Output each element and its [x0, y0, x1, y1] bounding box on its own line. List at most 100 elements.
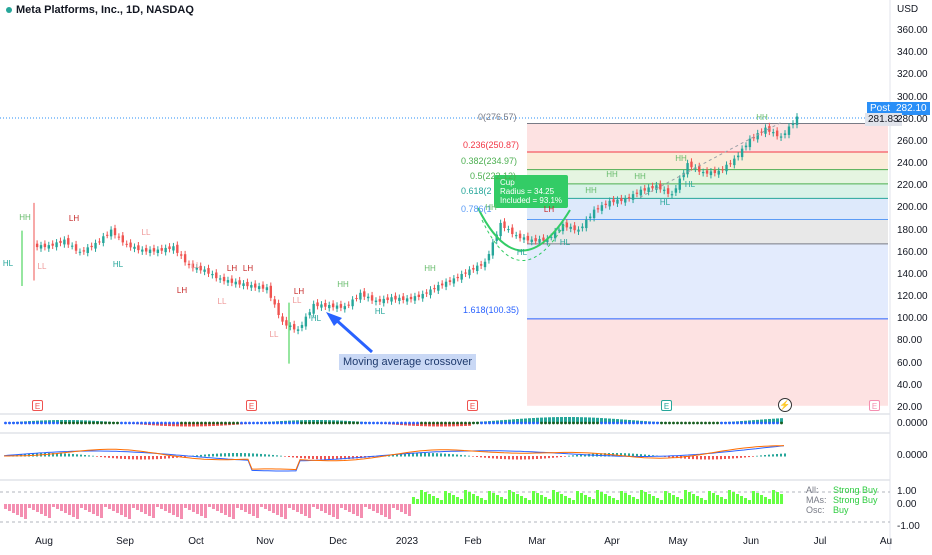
macd-dot	[236, 421, 239, 425]
macd-bar	[168, 423, 171, 427]
macd-dot	[408, 421, 411, 425]
macd-dot	[728, 421, 731, 425]
annotation-label[interactable]: Moving average crossover	[339, 354, 477, 370]
macd-dot	[676, 421, 679, 425]
time-axis-label: Feb	[464, 536, 482, 547]
macd-bar	[624, 419, 627, 424]
rating-bar	[280, 504, 283, 517]
candle-body	[729, 163, 732, 165]
macd-bar	[432, 423, 435, 427]
rating-bar	[712, 493, 715, 504]
rating-bar	[704, 500, 707, 504]
ma-hist-bar	[172, 456, 174, 459]
rating-bar	[28, 504, 31, 508]
macd-bar	[208, 423, 211, 427]
cup-pattern-box[interactable]: Cup Radius = 34.25 Included = 93.1%	[494, 175, 569, 208]
ma-hist-bar	[476, 456, 478, 457]
earnings-marker[interactable]: E	[661, 400, 672, 411]
rating-bar	[88, 504, 91, 512]
macd-bar	[620, 419, 623, 424]
trend-line	[639, 121, 783, 198]
candle-body	[721, 169, 724, 171]
ma-hist-bar	[564, 456, 566, 457]
ma-hist-bar	[160, 456, 162, 459]
rating-bar	[368, 504, 371, 509]
lightning-icon[interactable]: ⚡	[778, 398, 792, 412]
macd-dot	[340, 421, 343, 425]
earnings-marker[interactable]: E	[32, 400, 43, 411]
rating-bar	[140, 504, 143, 512]
rating-bar	[724, 499, 727, 504]
earnings-marker[interactable]: E	[869, 400, 880, 411]
rating-bar	[640, 490, 643, 504]
candle-body	[429, 289, 432, 296]
macd-dot	[632, 421, 635, 425]
candle-body	[433, 288, 436, 290]
macd-dot	[272, 421, 275, 425]
rating-bar	[636, 499, 639, 504]
candle-body	[168, 246, 171, 250]
candle-body	[203, 269, 206, 272]
candle-body	[608, 200, 611, 207]
macd-dot	[488, 421, 491, 425]
macd-dot	[256, 421, 259, 425]
macd-dot	[48, 421, 51, 425]
ma-hist-bar	[420, 453, 422, 457]
ma-hist-bar	[76, 454, 78, 457]
ma-hist-bar	[240, 453, 242, 457]
macd-bar	[544, 417, 547, 424]
rating-bar	[532, 491, 535, 504]
candle-body	[187, 263, 191, 266]
macd-dot	[76, 421, 79, 425]
macd-bar	[572, 417, 575, 424]
macd-dot	[480, 421, 483, 425]
macd-dot	[204, 421, 207, 425]
candle-body	[698, 166, 701, 172]
candle-body	[783, 133, 787, 136]
ma-hist-bar	[456, 454, 458, 457]
rating-bar	[348, 504, 351, 512]
macd-dot	[704, 421, 707, 425]
rating-bar	[512, 492, 515, 504]
candle-body	[581, 226, 584, 229]
rating-bar	[464, 490, 467, 504]
rating-label: MAs:	[806, 495, 827, 505]
macd-dot	[56, 421, 59, 425]
ma-hist-bar	[724, 456, 726, 460]
rating-value: Strong Buy	[833, 485, 878, 495]
time-axis-label: May	[668, 536, 688, 547]
macd-dot	[600, 421, 603, 425]
ma-hist-bar	[716, 456, 718, 460]
candle-body	[795, 116, 799, 125]
macd-dot	[540, 421, 543, 425]
ma-hist-bar	[628, 453, 630, 457]
candle-body	[289, 325, 292, 328]
fib-label: 1.618(100.35)	[463, 305, 520, 315]
price-axis-label: 180.00	[897, 224, 928, 236]
rating-bar	[16, 504, 19, 515]
candle-body	[514, 235, 518, 237]
rating-bar	[560, 494, 563, 504]
macd-dot	[512, 421, 515, 425]
candle-body	[756, 133, 759, 140]
earnings-marker[interactable]: E	[246, 400, 257, 411]
rating-bar	[484, 500, 487, 504]
rating-bar	[616, 500, 619, 504]
rating-bar	[752, 491, 755, 504]
earnings-marker[interactable]: E	[467, 400, 478, 411]
candle-body	[588, 216, 592, 219]
rating-bar	[564, 496, 567, 504]
ma-hist-bar	[568, 455, 570, 457]
macd-dot	[88, 421, 91, 425]
rating-bar	[76, 504, 79, 519]
candle-body	[74, 244, 78, 251]
rating-bar	[656, 498, 659, 504]
macd-dot	[360, 421, 363, 425]
candle-body	[550, 236, 553, 238]
rating-bar	[392, 504, 395, 508]
wave-label: HH	[337, 280, 349, 289]
ma-hist-bar	[284, 456, 286, 457]
cup-arc	[477, 207, 571, 252]
candle-body	[705, 170, 709, 174]
rating-bar	[524, 498, 527, 504]
